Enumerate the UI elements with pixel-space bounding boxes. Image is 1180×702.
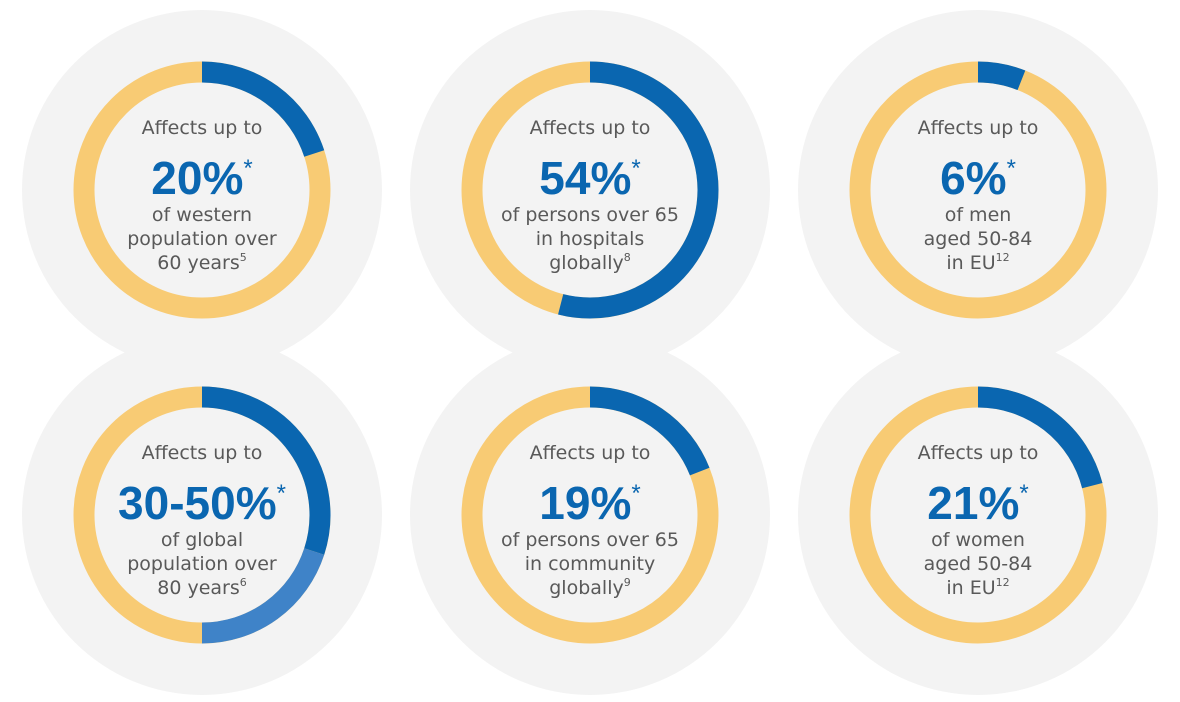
headline-value: 6%	[940, 152, 1006, 204]
headline-value: 21%	[927, 477, 1019, 529]
headline: 19%*	[539, 477, 640, 529]
caption-line: globally8	[549, 251, 630, 274]
asterisk: *	[1007, 155, 1016, 182]
caption-line: of global	[161, 529, 243, 551]
headline: 30-50%*	[118, 477, 286, 529]
footnote: 9	[624, 576, 631, 589]
asterisk: *	[1019, 480, 1028, 507]
caption-line: of western	[152, 204, 252, 226]
caption-text: aged 50-84	[924, 553, 1033, 575]
arc	[558, 61, 719, 319]
asterisk: *	[631, 155, 640, 182]
intro: Affects up to	[142, 442, 263, 464]
asterisk: *	[277, 480, 286, 507]
caption-text: of global	[161, 529, 243, 551]
caption-line: of women	[931, 529, 1025, 551]
caption-line: 80 years6	[157, 576, 247, 599]
caption-line: of persons over 65	[501, 529, 679, 551]
caption-line: population over	[127, 553, 277, 575]
headline: 20%*	[151, 152, 252, 204]
caption-text: in community	[525, 553, 656, 575]
caption-text: of persons over 65	[501, 204, 679, 226]
footnote: 8	[624, 251, 631, 264]
arc	[201, 547, 325, 644]
caption-text: 60 years	[157, 252, 240, 274]
caption-line: aged 50-84	[924, 228, 1033, 250]
caption-line: in hospitals	[536, 228, 645, 250]
caption-line: of persons over 65	[501, 204, 679, 226]
arc	[201, 386, 331, 555]
headline: 6%*	[940, 152, 1016, 204]
caption-text: of persons over 65	[501, 529, 679, 551]
caption-text: 80 years	[157, 577, 240, 599]
footnote: 12	[996, 576, 1010, 589]
caption-text: aged 50-84	[924, 228, 1033, 250]
caption-line: in EU12	[946, 251, 1009, 274]
intro: Affects up to	[142, 117, 263, 139]
footnote: 12	[996, 251, 1010, 264]
asterisk: *	[243, 155, 252, 182]
arc	[201, 61, 325, 158]
caption-line: 60 years5	[157, 251, 247, 274]
caption-text: of western	[152, 204, 252, 226]
caption-line: population over	[127, 228, 277, 250]
asterisk: *	[631, 480, 640, 507]
caption-line: aged 50-84	[924, 553, 1033, 575]
caption-text: in EU	[946, 252, 995, 274]
caption-text: in hospitals	[536, 228, 645, 250]
caption-text: population over	[127, 553, 277, 575]
footnote: 5	[240, 251, 247, 264]
caption-text: in EU	[946, 577, 995, 599]
intro: Affects up to	[918, 117, 1039, 139]
headline-value: 30-50%	[118, 477, 277, 529]
intro: Affects up to	[530, 442, 651, 464]
caption-text: globally	[549, 577, 623, 599]
footnote: 6	[240, 576, 247, 589]
caption-text: population over	[127, 228, 277, 250]
caption-line: in EU12	[946, 576, 1009, 599]
caption-line: in community	[525, 553, 656, 575]
headline: 54%*	[539, 152, 640, 204]
intro: Affects up to	[530, 117, 651, 139]
arc	[589, 386, 710, 476]
headline-value: 20%	[151, 152, 243, 204]
caption-text: of women	[931, 529, 1025, 551]
headline-value: 54%	[539, 152, 631, 204]
arc	[977, 61, 1026, 91]
caption-line: of men	[945, 204, 1012, 226]
intro: Affects up to	[918, 442, 1039, 464]
caption-line: globally9	[549, 576, 630, 599]
headline-value: 19%	[539, 477, 631, 529]
caption-text: of men	[945, 204, 1012, 226]
arc	[977, 386, 1103, 489]
caption-text: globally	[549, 252, 623, 274]
headline: 21%*	[927, 477, 1028, 529]
